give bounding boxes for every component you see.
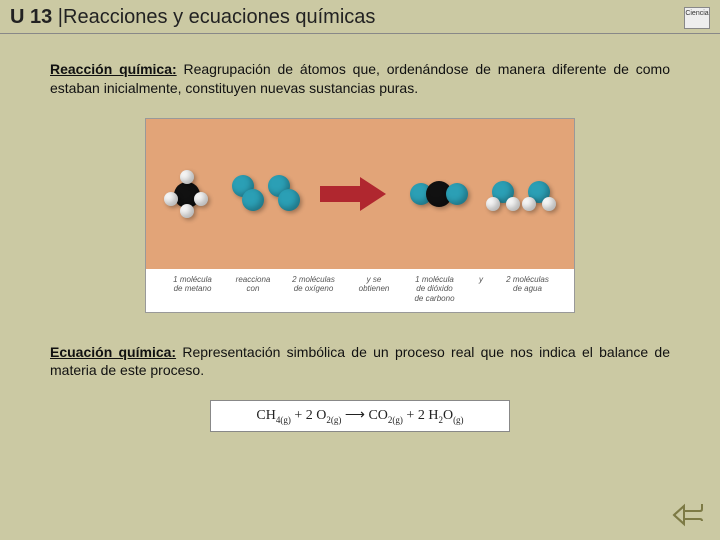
chemical-equation: CH4(g) + 2 O2(g) ⟶ CO2(g) + 2 H2O(g) bbox=[210, 400, 510, 432]
page-content: Reacción química: Reagrupación de átomos… bbox=[0, 34, 720, 432]
caption-sep3: y bbox=[475, 275, 487, 304]
definition-reaction: Reacción química: Reagrupación de átomos… bbox=[50, 60, 670, 98]
caption-oxygen: 2 moléculasde oxígeno bbox=[273, 275, 354, 304]
caption-sep1: reacciona con bbox=[233, 275, 273, 304]
molecule-co2 bbox=[410, 169, 466, 219]
separator: | bbox=[52, 6, 63, 28]
molecule-methane bbox=[164, 164, 210, 224]
molecule-oxygen-pair bbox=[230, 169, 300, 219]
diagram-panel bbox=[146, 119, 574, 269]
molecule-diagram: 1 moléculade metano reacciona con 2 molé… bbox=[145, 118, 575, 313]
caption-methane: 1 moléculade metano bbox=[152, 275, 233, 304]
caption-water: 2 moléculasde agua bbox=[487, 275, 568, 304]
term-equation: Ecuación química: bbox=[50, 344, 176, 360]
caption-sep2: y se obtienen bbox=[354, 275, 394, 304]
molecule-water-pair bbox=[486, 171, 556, 217]
reaction-arrow-icon bbox=[320, 177, 390, 211]
diagram-caption-row: 1 moléculade metano reacciona con 2 molé… bbox=[146, 269, 574, 312]
publisher-logo: Ciencia bbox=[684, 7, 710, 29]
return-arrow-icon[interactable] bbox=[670, 500, 706, 530]
caption-co2: 1 moléculade dióxidode carbono bbox=[394, 275, 475, 304]
topic-title: Reacciones y ecuaciones químicas bbox=[63, 6, 375, 28]
header-title: U 13 |Reacciones y ecuaciones químicas bbox=[10, 6, 375, 29]
unit-code: U 13 bbox=[10, 6, 52, 28]
definition-equation: Ecuación química: Representación simbóli… bbox=[50, 343, 670, 381]
term-reaction: Reacción química: bbox=[50, 61, 177, 77]
page-header: U 13 |Reacciones y ecuaciones químicas C… bbox=[0, 0, 720, 34]
